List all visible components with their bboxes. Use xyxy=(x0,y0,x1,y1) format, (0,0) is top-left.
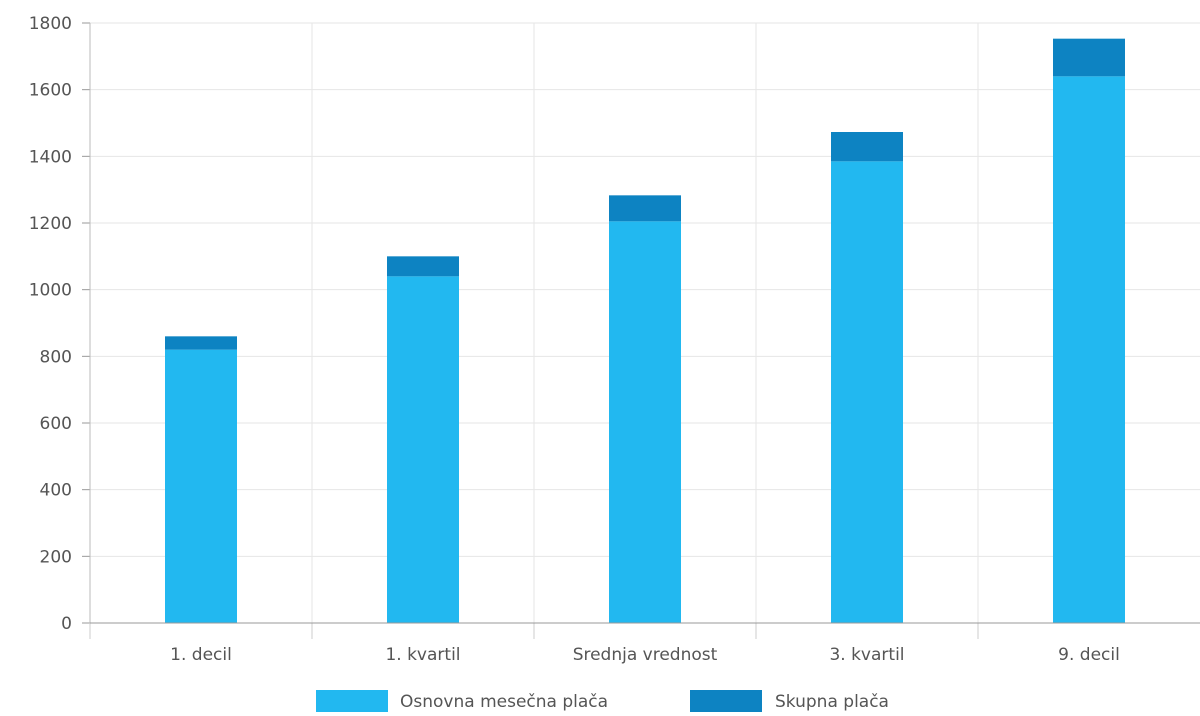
bar-osnovna[interactable] xyxy=(831,161,903,623)
legend-label-skupna[interactable]: Skupna plača xyxy=(775,692,889,712)
x-tick-label: 1. decil xyxy=(170,645,232,665)
y-tick-label: 400 xyxy=(40,481,72,501)
y-tick-label: 200 xyxy=(40,547,72,567)
x-tick-label: 9. decil xyxy=(1058,645,1120,665)
y-tick-label: 1800 xyxy=(29,14,72,34)
legend-swatch-osnovna[interactable] xyxy=(316,690,388,712)
y-tick-label: 1600 xyxy=(29,81,72,101)
bar-skupna[interactable] xyxy=(609,195,681,221)
y-tick-label: 1000 xyxy=(29,281,72,301)
bar-osnovna[interactable] xyxy=(1053,76,1125,623)
bar-skupna[interactable] xyxy=(165,336,237,349)
y-tick-label: 800 xyxy=(40,347,72,367)
x-tick-label: 3. kvartil xyxy=(829,645,904,665)
legend-swatch-skupna[interactable] xyxy=(690,690,762,712)
y-tick-label: 600 xyxy=(40,414,72,434)
bar-osnovna[interactable] xyxy=(165,350,237,623)
y-tick-label: 1200 xyxy=(29,214,72,234)
legend[interactable]: Osnovna mesečna plača Skupna plača xyxy=(316,690,889,712)
legend-label-osnovna[interactable]: Osnovna mesečna plača xyxy=(400,692,608,712)
bar-osnovna[interactable] xyxy=(387,276,459,623)
bar-skupna[interactable] xyxy=(387,256,459,276)
bars xyxy=(165,39,1125,623)
bar-skupna[interactable] xyxy=(831,132,903,161)
x-tick-label: Srednja vrednost xyxy=(573,645,718,665)
y-tick-label: 0 xyxy=(61,614,72,634)
y-tick-label: 1400 xyxy=(29,147,72,167)
x-tick-label: 1. kvartil xyxy=(385,645,460,665)
bar-osnovna[interactable] xyxy=(609,221,681,623)
bar-skupna[interactable] xyxy=(1053,39,1125,77)
